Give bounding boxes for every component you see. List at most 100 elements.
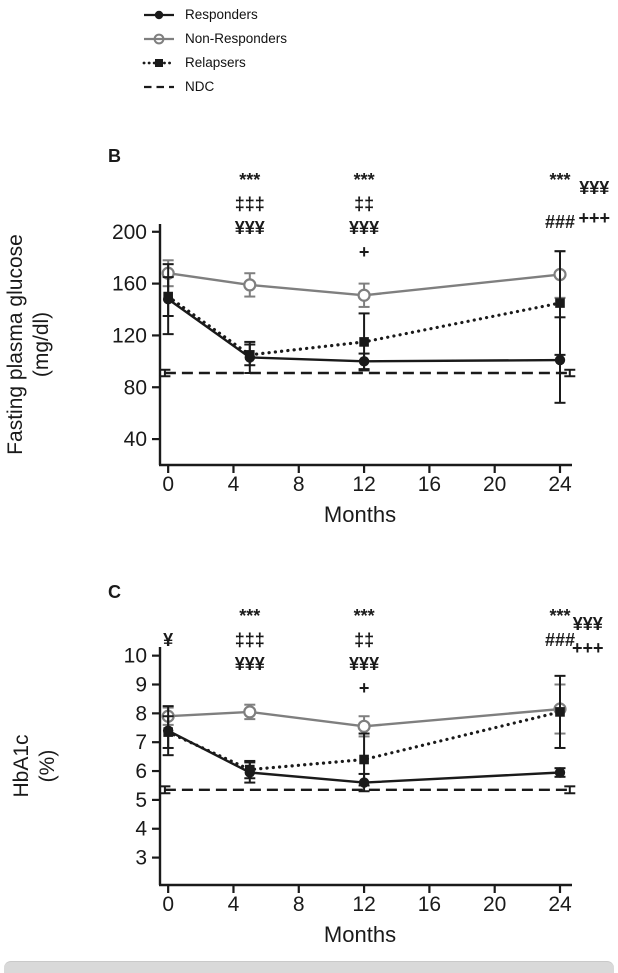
legend-item-relapsers: Relapsers [142,56,287,70]
data-point [357,719,371,733]
significance-annotation: ¥¥¥ [235,654,265,674]
y-tick-label: 6 [135,760,147,783]
significance-annotation: *** [549,606,570,626]
legend-label: Non-Responders [185,31,288,46]
significance-annotation: ### [545,212,575,232]
data-point [555,707,565,717]
x-tick-label: 4 [228,473,240,496]
y-tick-label: 200 [112,221,147,244]
y-tick-label: 4 [135,818,147,841]
x-tick-label: 16 [418,473,441,496]
data-point [554,767,566,778]
x-axis-title: Months [324,922,396,947]
series-ndc [159,785,576,795]
significance-annotations: ***‡‡‡¥¥¥***‡‡¥¥¥+***###¥¥¥+++ [235,170,610,262]
data-point [162,293,174,305]
significance-annotation: ‡‡ [354,194,374,214]
chart-hba1c: C 3 4 5 6 7 8 9 10 0 4 8 12 16 20 24 Months HbA1c (%) ¥ *** ‡… [10,582,604,947]
chart-legend: Responders Non-Responders Relapsers NDC [142,8,287,94]
data-point [555,298,565,308]
series-line-responders [167,298,561,363]
data-point [554,354,566,366]
chart-fasting-plasma-glucose: B 40 80 120 160 200 0 4 8 12 16 20 24 Months Fasting p… [4,146,610,527]
ndc-marker-icon [144,85,174,89]
significance-annotation: + [359,242,370,262]
x-tick-label: 8 [293,893,305,916]
x-tick-label: 12 [352,473,375,496]
significance-annotation: +++ [572,638,604,658]
significance-annotation: ‡‡‡ [235,194,265,214]
significance-annotation: ¥ [163,630,173,650]
series-line-non-responders [168,707,561,728]
series-responders [162,705,566,793]
axes: 40 80 120 160 200 0 4 8 12 16 20 24 [112,221,572,496]
data-point [162,725,174,736]
responders-marker-icon [144,10,174,20]
axes: 3 4 5 6 7 8 9 10 0 4 8 12 16 20 24 [124,645,572,916]
y-axis-title-line-1: HbA1c [10,734,33,797]
significance-annotation: *** [239,170,260,190]
x-tick-label: 8 [293,473,305,496]
legend-label: NDC [185,79,215,94]
panel-label-c: C [108,582,121,602]
x-tick-label: 12 [352,893,375,916]
y-tick-label: 10 [124,645,147,668]
data-point [243,705,257,719]
significance-annotation: *** [354,170,375,190]
significance-annotation: *** [239,606,260,626]
x-tick-label: 0 [162,893,174,916]
panel-label-b: B [108,146,121,166]
significance-annotation: *** [549,170,570,190]
x-axis-title: Months [324,502,396,527]
x-tick-label: 16 [418,893,441,916]
x-tick-label: 0 [162,473,174,496]
data-point [359,754,369,765]
relapsers-marker-icon [142,59,176,67]
x-tick-label: 20 [483,473,506,496]
data-point [243,278,257,292]
y-tick-label: 7 [135,731,147,754]
non-responders-marker-icon [144,33,174,45]
significance-annotation: +++ [579,208,611,228]
data-point [358,777,370,788]
data-point [357,288,371,302]
significance-annotation: ¥¥¥ [235,218,265,238]
legend-item-non-responders: Non-Responders [142,32,287,46]
y-tick-label: 8 [135,702,147,725]
data-point [358,356,370,367]
significance-annotation: ### [545,630,575,650]
significance-annotation: ¥¥¥ [579,178,609,198]
y-tick-label: 80 [124,376,147,399]
y-axis-title-line-2: (mg/dl) [30,312,53,377]
y-tick-label: 40 [124,428,147,451]
y-axis-title-line-2: (%) [36,750,59,783]
data-point [244,767,255,778]
legend-label: Relapsers [185,55,246,70]
significance-annotation: ‡‡ [354,630,374,650]
significance-annotation: ¥¥¥ [349,218,379,238]
legend-item-responders: Responders [142,8,287,22]
y-tick-label: 160 [112,273,147,296]
y-tick-label: 120 [112,324,147,347]
data-point [359,337,369,347]
y-axis-title-line-1: Fasting plasma glucose [4,234,27,455]
legend-item-ndc: NDC [142,80,287,94]
y-tick-label: 3 [135,847,147,870]
series-line-relapsers [166,294,562,357]
x-tick-label: 20 [483,893,506,916]
series-ndc [159,368,576,378]
series-relapsers [162,250,566,372]
series-responders [162,263,566,404]
series-line-non-responders [167,272,561,297]
significance-annotation: ¥¥¥ [349,654,379,674]
page-bottom-strip [4,961,614,973]
series-line-responders [167,729,561,784]
x-tick-label: 24 [548,473,572,496]
data-point [244,352,255,363]
significance-annotation: ¥¥¥ [573,614,603,634]
x-tick-label: 24 [548,893,572,916]
significance-annotations: ¥***‡‡‡¥¥¥***‡‡¥¥¥+***###¥¥¥+++ [163,606,603,698]
significance-annotation: ‡‡‡ [235,630,265,650]
significance-annotation: *** [354,606,375,626]
